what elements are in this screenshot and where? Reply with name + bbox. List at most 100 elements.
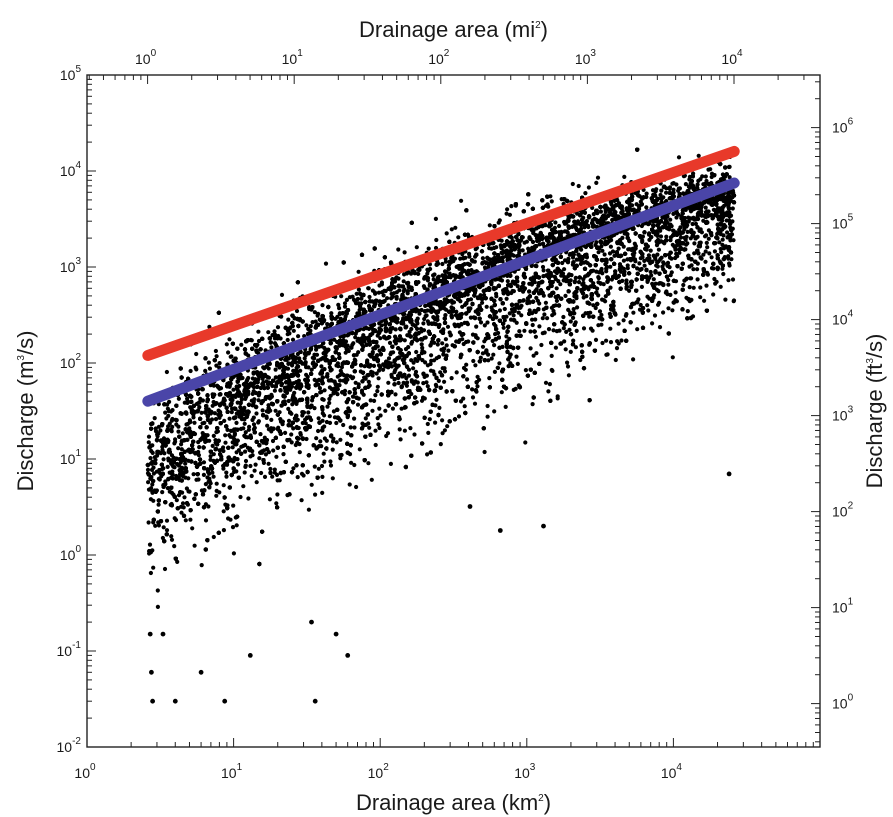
- scatter-point: [194, 367, 199, 372]
- scatter-point: [581, 280, 586, 286]
- scatter-point: [371, 363, 377, 368]
- scatter-point: [547, 382, 553, 387]
- scatter-point: [438, 442, 443, 447]
- scatter-point: [347, 295, 352, 300]
- scatter-point: [275, 492, 280, 497]
- scatter-point: [570, 181, 575, 187]
- scatter-point: [379, 282, 384, 287]
- scatter-point: [227, 416, 232, 421]
- scatter-point: [316, 466, 321, 471]
- scatter-point: [236, 462, 241, 467]
- scatter-point: [516, 310, 521, 315]
- scatter-point: [553, 345, 559, 350]
- scatter-point: [429, 353, 434, 358]
- scatter-point: [264, 415, 269, 420]
- scatter-point: [266, 403, 271, 408]
- scatter-point: [594, 180, 599, 185]
- scatter-point: [146, 440, 151, 445]
- scatter-point: [562, 339, 567, 344]
- scatter-point: [513, 386, 518, 391]
- scatter-point: [286, 418, 292, 423]
- scatter-point: [454, 309, 459, 314]
- scatter-point: [552, 274, 558, 279]
- scatter-point: [425, 421, 430, 427]
- scatter-point: [561, 314, 566, 320]
- scatter-point: [222, 418, 227, 423]
- scatter-point: [156, 424, 161, 429]
- scatter-point: [257, 390, 262, 395]
- scatter-point: [291, 426, 296, 431]
- scatter-point: [681, 282, 686, 288]
- scatter-point: [153, 523, 158, 528]
- scatter-point: [342, 301, 348, 306]
- scatter-point: [639, 284, 645, 289]
- scatter-point: [375, 384, 380, 389]
- scatter-point: [314, 436, 319, 441]
- scatter-point: [452, 322, 457, 327]
- scatter-point: [356, 269, 361, 274]
- scatter-point: [625, 263, 630, 268]
- scatter-point: [314, 352, 320, 357]
- scatter-point: [478, 355, 483, 360]
- scatter-point: [658, 192, 663, 198]
- scatter-point: [394, 290, 399, 295]
- scatter-point: [670, 355, 675, 360]
- scatter-point: [256, 398, 261, 403]
- scatter-point: [578, 357, 583, 363]
- scatter-point: [172, 465, 177, 470]
- scatter-point: [306, 507, 311, 512]
- scatter-point: [444, 231, 449, 236]
- scatter-point: [408, 312, 414, 317]
- scatter-point: [712, 249, 718, 254]
- scatter-point: [571, 338, 576, 343]
- scatter-point: [503, 404, 508, 409]
- scatter-point: [353, 335, 358, 340]
- scatter-point: [397, 427, 402, 432]
- scatter-point: [270, 474, 275, 479]
- scatter-point: [269, 417, 274, 422]
- scatter-point: [353, 331, 358, 336]
- scatter-point: [727, 164, 732, 169]
- scatter-point: [492, 245, 497, 251]
- scatter-point: [345, 431, 350, 436]
- scatter-point: [191, 472, 196, 477]
- scatter-point: [269, 345, 274, 350]
- scatter-point: [657, 300, 662, 305]
- scatter-point: [557, 328, 562, 333]
- scatter-point: [656, 247, 662, 252]
- scatter-point: [608, 285, 613, 290]
- scatter-point: [677, 250, 682, 255]
- scatter-point: [549, 305, 555, 310]
- scatter-point: [726, 278, 731, 283]
- scatter-point: [188, 517, 193, 522]
- scatter-point: [249, 338, 254, 343]
- scatter-point: [356, 287, 361, 292]
- scatter-point: [230, 406, 235, 411]
- scatter-point: [695, 267, 700, 272]
- scatter-point: [176, 424, 181, 429]
- scatter-point: [520, 248, 525, 253]
- scatter-point: [313, 344, 318, 349]
- scatter-point: [459, 198, 464, 203]
- scatter-point: [470, 387, 475, 392]
- scatter-point: [299, 471, 305, 476]
- scatter-point: [373, 344, 378, 349]
- scatter-point: [434, 384, 439, 389]
- scatter-point: [324, 438, 329, 443]
- scatter-point: [368, 398, 373, 403]
- scatter-point: [221, 509, 226, 514]
- scatter-point: [549, 199, 554, 204]
- scatter-point: [376, 290, 381, 295]
- scatter-point: [228, 428, 234, 433]
- scatter-point: [352, 416, 357, 421]
- scatter-point: [214, 488, 219, 493]
- scatter-point: [383, 408, 388, 413]
- scatter-point: [373, 442, 378, 448]
- scatter-point: [486, 358, 491, 363]
- scatter-point: [669, 256, 674, 261]
- scatter-point: [221, 483, 226, 488]
- scatter-point: [431, 369, 436, 374]
- scatter-point: [692, 251, 697, 256]
- scatter-point: [540, 331, 545, 336]
- scatter-point: [146, 480, 151, 485]
